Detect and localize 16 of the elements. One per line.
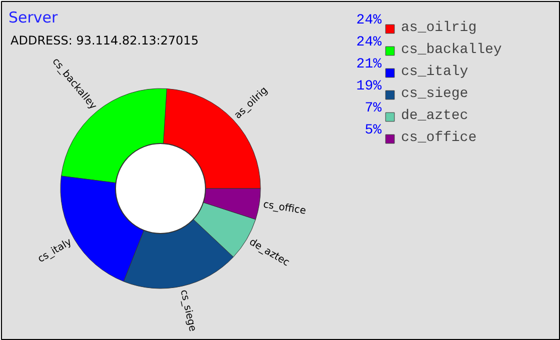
legend-label: cs_backalley [401,42,502,58]
data-label: 7% [364,100,382,116]
legend-label: as_oilrig [401,20,477,36]
legend-label: de_aztec [401,108,468,124]
data-label: 19% [356,78,382,94]
text: ADDRESS: 93.114.82.13:27015 [10,34,199,48]
data-label: 21% [356,56,382,72]
data-label: 24% [356,34,382,50]
data-label: 5% [364,122,382,138]
legend-label: cs_italy [401,64,468,80]
slice-label: cs_siege [178,288,198,333]
legend-label: cs_office [401,130,477,146]
legend-label: cs_siege [401,86,468,102]
slice-label: cs_office [262,199,307,217]
data-label: 24% [356,12,382,28]
chart-title: Server [8,8,59,26]
